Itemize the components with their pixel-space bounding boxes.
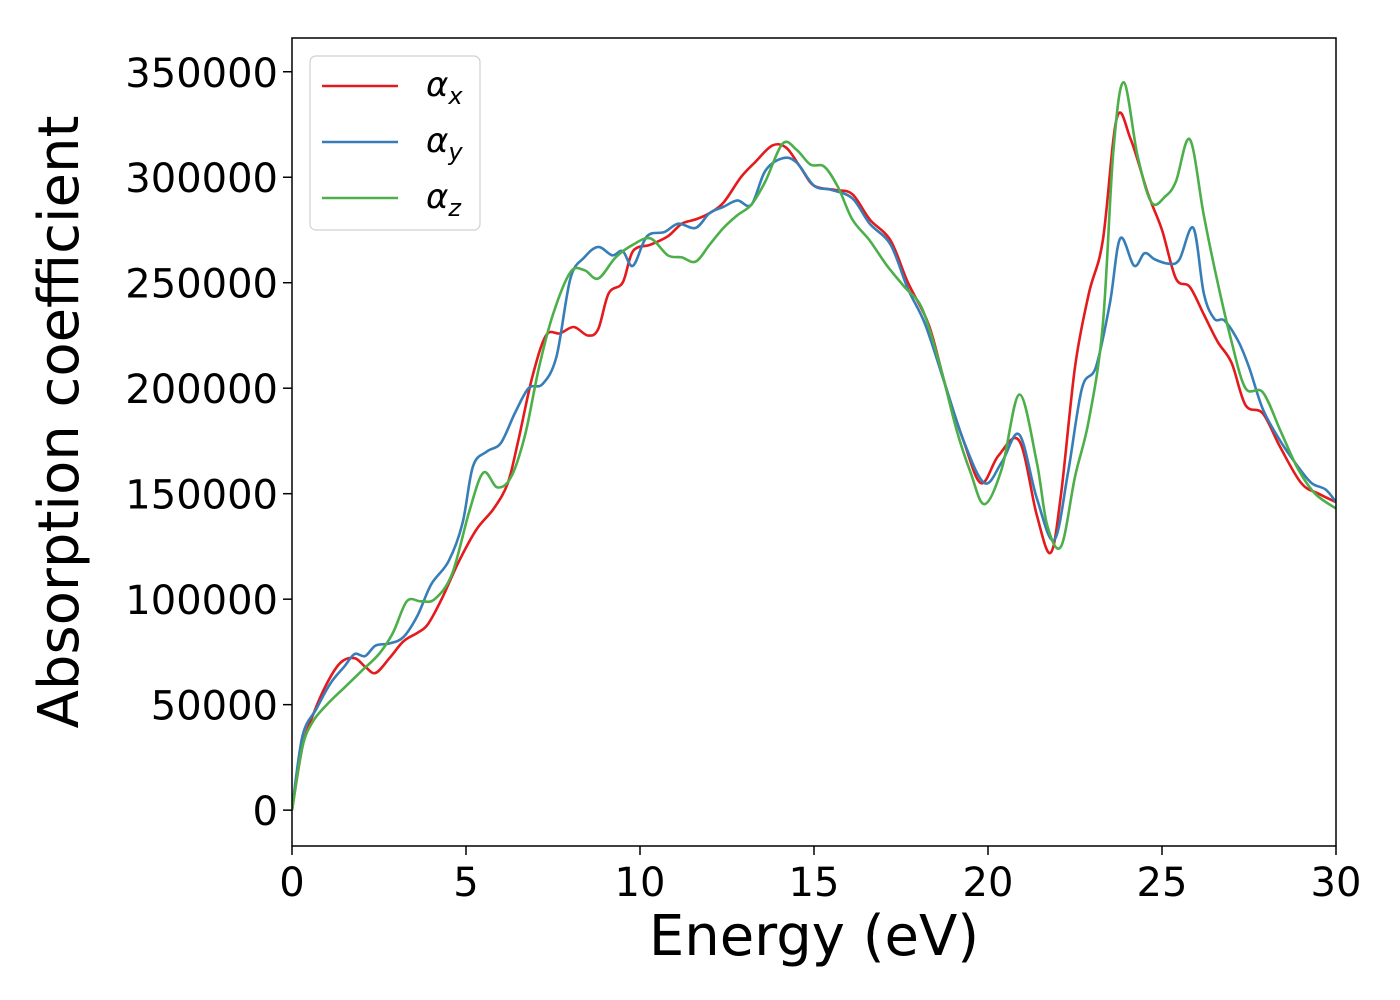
y-axis: 0 50000 100000 150000 200000 250000 300000 3500… [125, 51, 292, 835]
x-tick-label: 25 [1137, 860, 1188, 906]
legend: αx αy αz [309, 55, 481, 231]
x-tick-label: 0 [279, 860, 304, 906]
series-line-z [292, 80, 1336, 811]
x-tick-label: 15 [789, 860, 840, 906]
y-tick-label: 350000 [125, 51, 278, 97]
legend-label-y: αy [426, 121, 463, 166]
y-tick-label: 100000 [125, 578, 278, 624]
series-layer [292, 80, 1336, 811]
x-tick-label: 5 [453, 860, 478, 906]
y-tick-label: 150000 [125, 473, 278, 519]
legend-label-x: αx [426, 65, 463, 110]
y-tick-label: 50000 [151, 684, 278, 730]
x-axis: 0 5 10 15 20 25 30 [279, 846, 1361, 906]
y-tick-label: 250000 [125, 262, 278, 308]
y-tick-label: 0 [253, 789, 278, 835]
y-axis-label: Absorption coefficient [27, 116, 92, 729]
x-tick-label: 20 [963, 860, 1014, 906]
legend-label-z: αz [426, 177, 462, 222]
x-tick-label: 30 [1311, 860, 1362, 906]
series-line-y [292, 156, 1336, 811]
x-axis-label: Energy (eV) [649, 904, 979, 969]
plot-frame [291, 37, 1337, 847]
x-tick-label: 10 [615, 860, 666, 906]
y-tick-label: 300000 [125, 156, 278, 202]
y-tick-label: 200000 [125, 367, 278, 413]
